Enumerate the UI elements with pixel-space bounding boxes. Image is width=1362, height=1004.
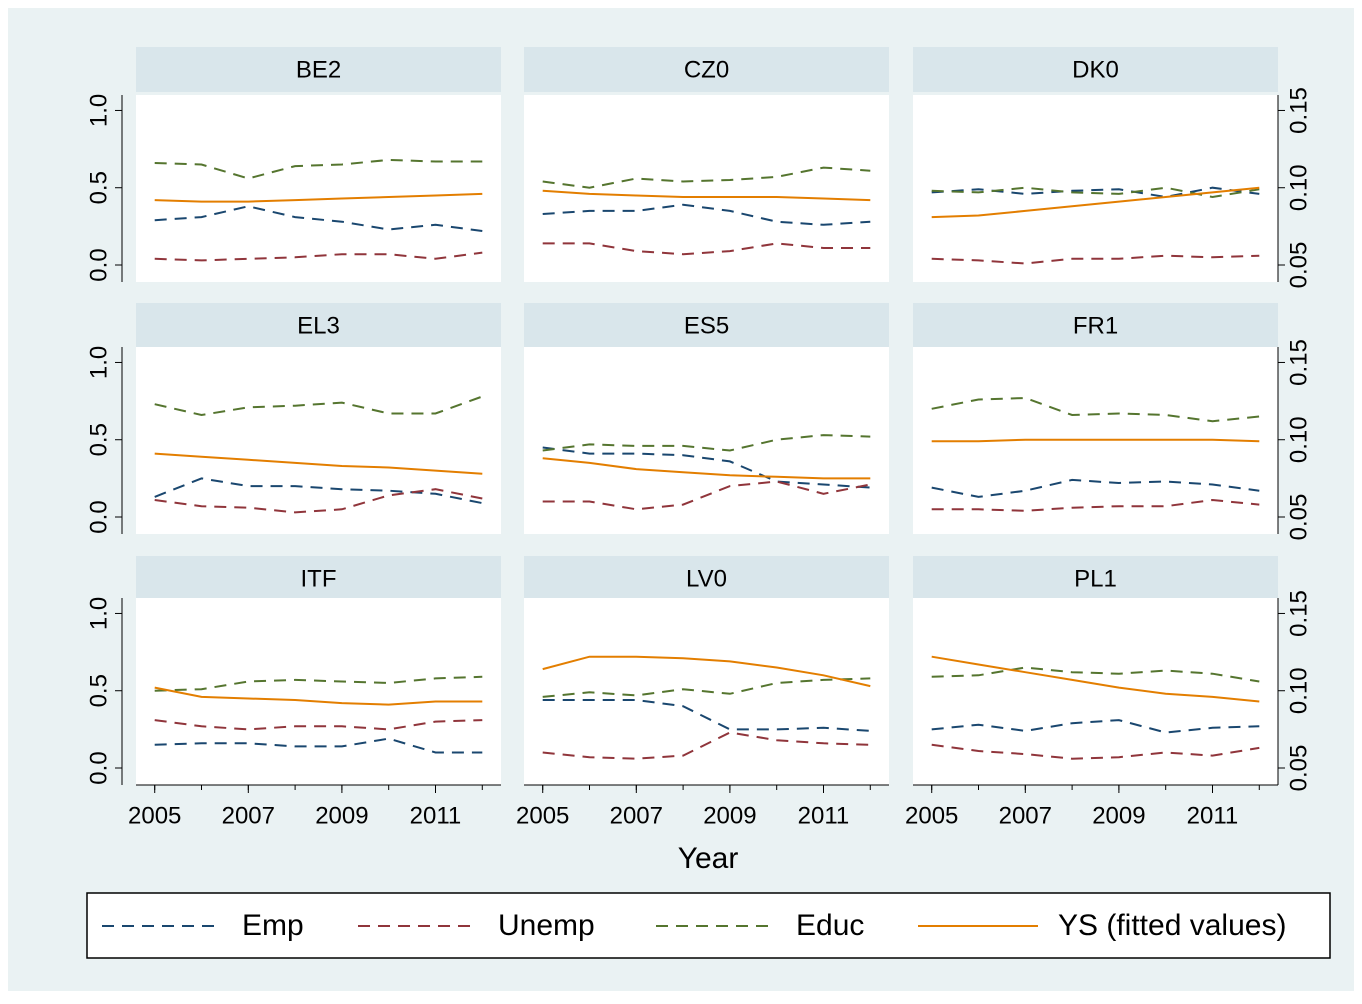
y-tick-label: 0.5 [85,674,112,707]
series-line [542,166,871,189]
plot-area [913,95,1278,282]
y-tick-label: 1.0 [85,346,112,379]
plot-area [524,95,889,282]
panel-title: BE2 [296,56,341,83]
series-line [542,242,871,256]
y-tick-label: 0.5 [85,423,112,456]
series-line [931,743,1260,760]
series-line [931,438,1260,443]
series-line [154,205,483,232]
panel-strip [524,303,889,348]
series-line [154,719,483,731]
series-line [542,446,871,489]
y2-tick-label: 0.10 [1285,667,1312,714]
x-tick-label: 2011 [410,802,462,829]
legend-label: Educ [796,909,864,942]
series-line [542,434,871,452]
y-tick-label: 0.5 [85,171,112,204]
plot-area [136,347,501,534]
series-line [931,396,1260,423]
legend-label: YS (fitted values) [1058,909,1286,942]
series-line [542,699,871,732]
series-line [542,731,871,760]
legend-box [86,892,1331,959]
y-tick-label: 0.0 [85,500,112,533]
panel-strip [524,556,889,601]
series-line [931,478,1260,498]
x-tick-label: 2005 [128,802,181,829]
x-tick-label: 2005 [905,802,958,829]
x-tick-label: 2011 [798,802,850,829]
y2-tick-label: 0.05 [1285,242,1312,289]
plot-area [136,95,501,282]
x-tick-label: 2005 [516,802,569,829]
panel-strip [524,47,889,92]
x-tick-label: 2009 [315,802,368,829]
y2-tick-label: 0.05 [1285,745,1312,792]
panel-title: DK0 [1072,56,1119,83]
y2-tick-label: 0.15 [1285,590,1312,637]
x-tick-label: 2007 [610,802,663,829]
panel-title: EL3 [297,312,340,339]
x-axis-title: Year [678,842,739,875]
y-tick-label: 0.0 [85,751,112,784]
series-line [154,686,483,706]
x-tick-label: 2007 [999,802,1052,829]
series-line [154,452,483,475]
plot-area [524,347,889,534]
panel-title: ITF [301,565,337,592]
y2-tick-label: 0.15 [1285,87,1312,134]
panel-title: LV0 [686,565,727,592]
plot-area [136,598,501,785]
y2-tick-label: 0.10 [1285,416,1312,463]
panel-title: PL1 [1074,565,1117,592]
panel-title: FR1 [1073,312,1118,339]
y2-tick-label: 0.15 [1285,339,1312,386]
legend-label: Emp [242,909,304,942]
legend-label: Unemp [498,909,595,942]
y2-tick-label: 0.05 [1285,494,1312,541]
series-line [542,480,871,511]
panel-title: ES5 [684,312,729,339]
y-tick-label: 1.0 [85,597,112,630]
panel-strip [913,303,1278,348]
series-line [154,251,483,262]
series-line [154,395,483,417]
series-line [154,675,483,692]
x-tick-label: 2009 [703,802,756,829]
panel-title: CZ0 [684,56,729,83]
series-line [542,457,871,480]
series-line [931,186,1260,199]
series-line [154,737,483,754]
series-line [931,655,1260,703]
x-tick-label: 2011 [1187,802,1239,829]
y2-tick-label: 0.10 [1285,164,1312,211]
panel-strip [913,47,1278,92]
x-tick-label: 2009 [1092,802,1145,829]
panel-strip [913,556,1278,601]
series-line [542,203,871,226]
series-line [542,677,871,698]
x-tick-label: 2007 [222,802,275,829]
panel-strip [136,556,501,601]
series-line [154,158,483,180]
series-line [931,498,1260,512]
series-line [154,477,483,505]
y-tick-label: 0.0 [85,248,112,281]
series-line [931,186,1260,199]
series-line [542,189,871,202]
panel-strip [136,303,501,348]
series-line [931,719,1260,734]
series-line [931,254,1260,265]
series-line [542,655,871,688]
series-line [931,186,1260,219]
series-line [154,192,483,203]
series-line [154,488,483,514]
panel-strip [136,47,501,92]
series-line [931,666,1260,683]
y-tick-label: 1.0 [85,94,112,127]
